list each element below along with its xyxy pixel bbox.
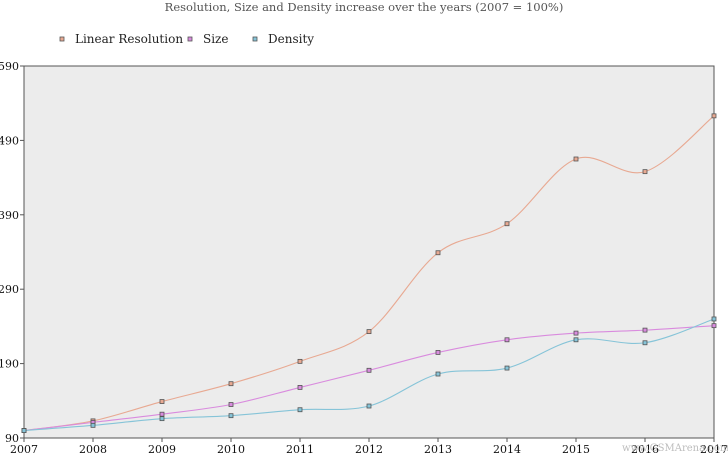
- data-point: [228, 413, 234, 419]
- data-point: [504, 337, 510, 343]
- data-point: [297, 358, 303, 364]
- legend-marker: [252, 36, 258, 42]
- data-point: [504, 365, 510, 371]
- legend-label: Density: [268, 32, 314, 46]
- x-axis: 2007 2008 2009 2010 2011 2012 2013 2014 2015 2016…: [10, 438, 728, 456]
- y-axis: 90 190 290 390 490 590: [0, 60, 24, 445]
- data-point: [435, 371, 441, 377]
- legend-label: Linear Resolution: [75, 32, 183, 46]
- data-point: [642, 340, 648, 346]
- data-point: [711, 113, 717, 119]
- y-tick-label: 590: [0, 60, 19, 73]
- x-tick-label: 2011: [286, 443, 314, 456]
- data-point: [228, 402, 234, 407]
- data-point: [90, 422, 96, 428]
- data-point: [573, 156, 579, 162]
- y-tick-label: 190: [0, 358, 19, 371]
- series-points: [21, 113, 717, 433]
- x-tick-label: 2012: [355, 443, 383, 456]
- data-point: [573, 330, 579, 336]
- data-point: [297, 407, 303, 413]
- data-point: [366, 367, 372, 373]
- data-point: [435, 250, 441, 256]
- legend-item: Density: [252, 32, 314, 46]
- x-tick-label: 2017: [700, 443, 728, 456]
- y-tick-label: 390: [0, 209, 19, 222]
- data-point: [573, 337, 579, 343]
- x-tick-label: 2014: [493, 443, 521, 456]
- legend: Linear Resolution Size Density: [59, 32, 314, 46]
- data-point: [504, 221, 510, 227]
- data-point: [642, 169, 648, 175]
- data-point: [297, 385, 303, 390]
- data-point: [159, 399, 165, 404]
- x-tick-label: 2010: [217, 443, 245, 456]
- data-point: [159, 411, 165, 417]
- x-tick-label: 2013: [424, 443, 452, 456]
- x-tick-label: 2015: [562, 443, 590, 456]
- data-point: [228, 381, 234, 387]
- y-tick-label: 90: [5, 432, 19, 445]
- data-point: [642, 327, 648, 333]
- legend-marker: [187, 36, 193, 42]
- plot-area: [23, 65, 715, 439]
- series-line-0: [23, 115, 715, 432]
- data-point: [711, 323, 717, 329]
- x-tick-label: 2009: [148, 443, 176, 456]
- legend-item: Linear Resolution: [59, 32, 183, 46]
- data-point: [21, 428, 27, 433]
- x-tick-label: 2016: [631, 443, 659, 456]
- legend-label: Size: [203, 32, 228, 46]
- chart-title: Resolution, Size and Density increase ov…: [165, 0, 564, 14]
- y-tick-label: 290: [0, 283, 19, 296]
- x-tick-label: 2008: [79, 443, 107, 456]
- x-tick-label: 2007: [10, 443, 38, 456]
- legend-item: Size: [187, 32, 228, 46]
- watermark: www.GSMArena.com: [622, 443, 728, 454]
- data-point: [366, 403, 372, 409]
- y-tick-label: 490: [0, 134, 19, 147]
- data-point: [711, 316, 717, 322]
- legend-marker: [59, 36, 65, 42]
- data-point: [159, 416, 165, 422]
- data-point: [366, 329, 372, 335]
- data-point: [435, 350, 441, 355]
